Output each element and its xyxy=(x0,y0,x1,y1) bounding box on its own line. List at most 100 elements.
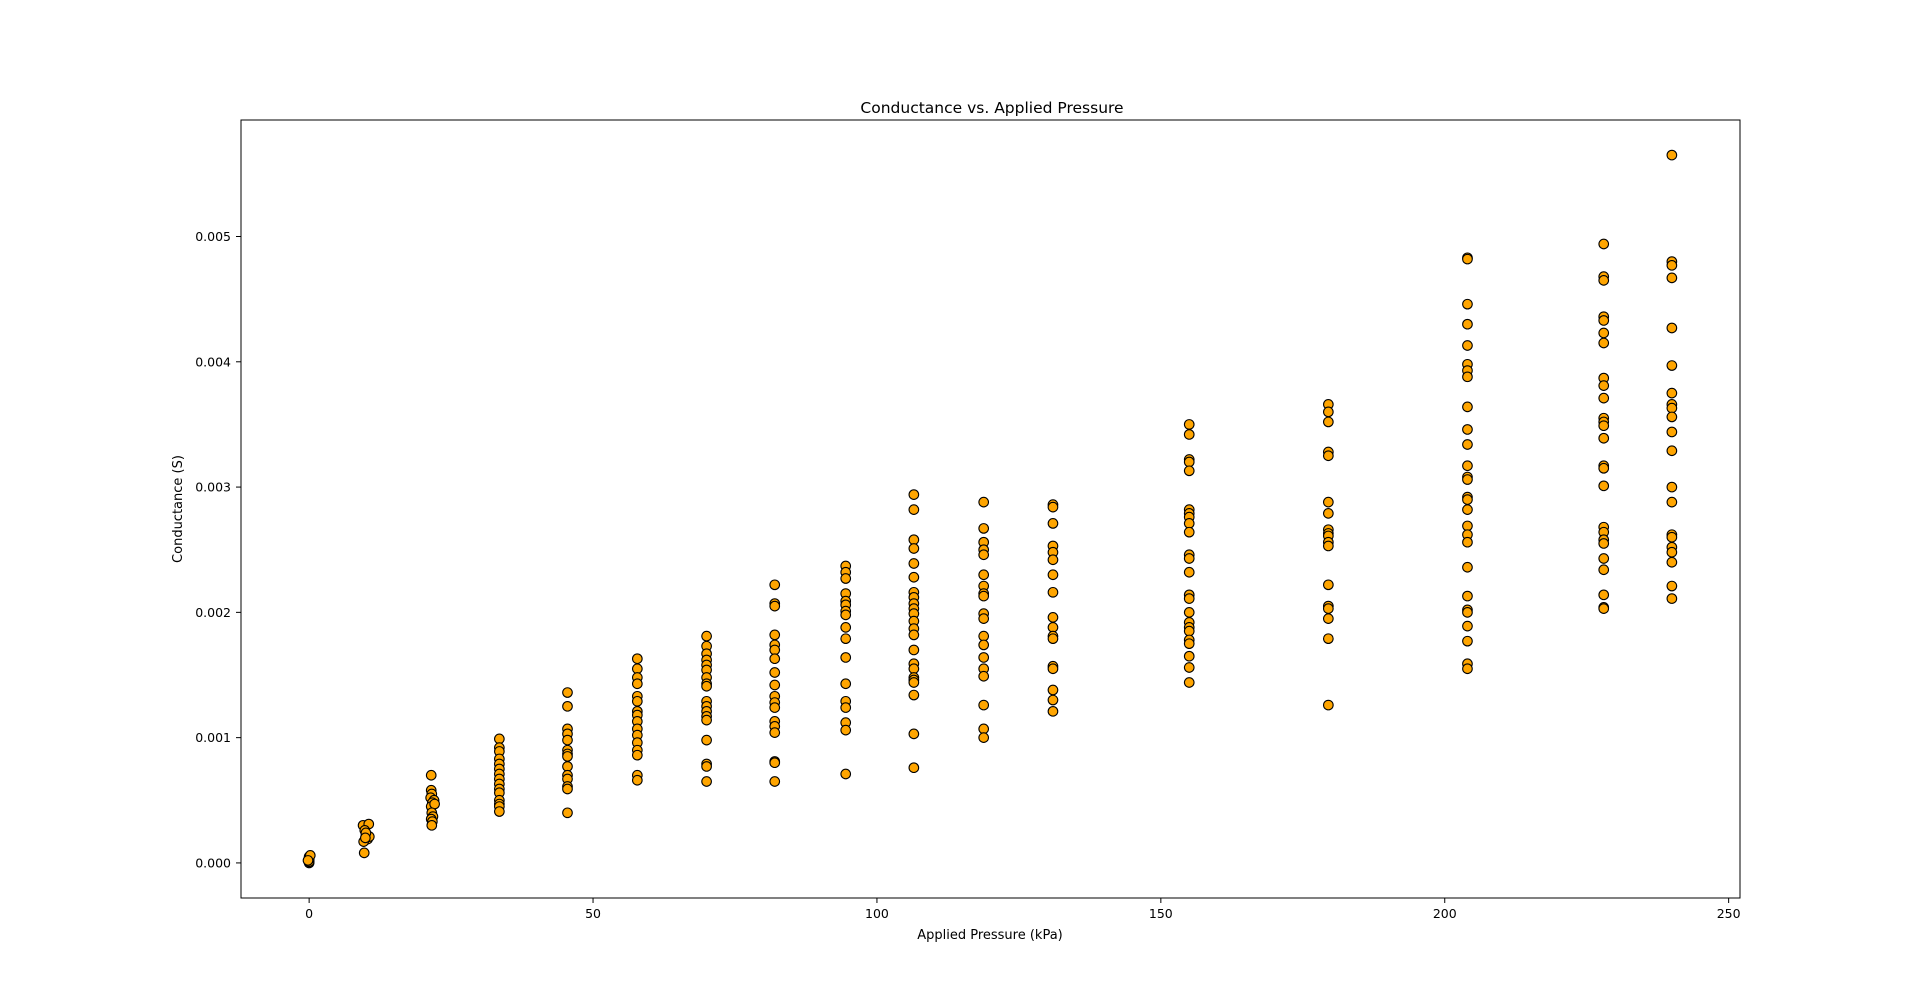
data-point xyxy=(1666,496,1678,508)
x-axis: 0 50 100 150 200 250 xyxy=(305,898,1741,921)
data-point xyxy=(1183,607,1195,618)
data-point xyxy=(908,571,920,583)
data-point xyxy=(1322,699,1334,711)
data-point xyxy=(1322,406,1334,418)
data-point xyxy=(1183,526,1195,538)
data-point xyxy=(631,653,643,665)
data-point xyxy=(1183,625,1195,637)
data-point xyxy=(1047,663,1059,675)
data-point xyxy=(631,695,643,707)
data-point xyxy=(908,629,920,641)
data-point xyxy=(1666,445,1678,457)
data-point xyxy=(908,504,920,515)
data-point xyxy=(769,727,781,738)
data-point xyxy=(1462,401,1473,413)
data-point xyxy=(908,762,920,774)
data-point xyxy=(1598,432,1610,444)
data-point xyxy=(1183,566,1195,578)
x-tick-label: 150 xyxy=(1149,906,1173,921)
data-point xyxy=(1666,531,1678,543)
y-axis-label: Conductance (S) xyxy=(171,455,186,563)
data-point xyxy=(1183,456,1195,468)
data-point xyxy=(840,652,852,663)
data-point xyxy=(908,558,920,569)
data-point xyxy=(1598,315,1610,326)
x-tick-label: 250 xyxy=(1717,906,1741,921)
data-point xyxy=(1666,272,1678,284)
data-point xyxy=(1462,424,1473,435)
axes-frame xyxy=(240,119,1741,899)
data-point xyxy=(908,663,920,675)
data-point xyxy=(908,644,920,656)
data-point xyxy=(1183,638,1195,650)
data-point xyxy=(1598,420,1610,432)
data-point xyxy=(908,489,920,500)
data-point xyxy=(1183,518,1195,529)
data-point xyxy=(425,769,437,781)
data-point xyxy=(1047,518,1059,529)
y-tick-label: 0.005 xyxy=(195,229,231,244)
data-point xyxy=(1183,553,1195,564)
data-points xyxy=(302,149,1678,869)
data-point xyxy=(1322,416,1334,428)
data-point xyxy=(1047,569,1059,581)
data-point xyxy=(1666,411,1678,423)
x-axis-label: Applied Pressure (kPa) xyxy=(917,928,1063,943)
data-point xyxy=(1322,540,1334,552)
data-point xyxy=(1598,538,1610,549)
data-point xyxy=(494,806,505,817)
data-point xyxy=(769,667,781,678)
data-point xyxy=(908,689,920,701)
y-tick-label: 0.003 xyxy=(195,480,231,495)
data-point xyxy=(840,724,852,736)
data-point xyxy=(1666,556,1678,568)
data-point xyxy=(1462,460,1473,472)
data-point xyxy=(1047,501,1059,513)
data-point xyxy=(769,600,781,612)
data-point xyxy=(978,732,990,743)
data-point xyxy=(1183,419,1195,430)
data-point xyxy=(978,523,990,534)
y-tick-label: 0.000 xyxy=(195,855,231,870)
data-point xyxy=(701,734,712,746)
data-point xyxy=(1666,149,1678,161)
data-point xyxy=(978,630,990,642)
data-point xyxy=(701,761,712,772)
data-point xyxy=(769,702,781,713)
data-point xyxy=(701,776,712,787)
data-point xyxy=(1047,694,1059,706)
data-point xyxy=(562,751,573,762)
data-point xyxy=(562,783,573,795)
data-point xyxy=(426,819,438,831)
data-point xyxy=(562,734,573,746)
data-point xyxy=(1666,593,1678,604)
data-point xyxy=(1047,586,1059,598)
data-point xyxy=(1183,429,1195,440)
data-point xyxy=(1462,318,1473,330)
data-point xyxy=(978,590,990,602)
data-point xyxy=(1598,337,1610,349)
data-point xyxy=(1462,298,1473,310)
data-point xyxy=(1462,474,1473,485)
data-point xyxy=(840,678,852,690)
data-point xyxy=(1666,387,1678,399)
data-point xyxy=(769,653,781,665)
data-point xyxy=(1598,380,1610,391)
data-point xyxy=(1462,253,1473,265)
data-point xyxy=(769,679,781,691)
data-point xyxy=(1666,546,1678,558)
data-point xyxy=(1462,635,1473,647)
data-point xyxy=(1462,536,1473,548)
data-point xyxy=(769,776,781,787)
data-point xyxy=(840,768,852,780)
data-point xyxy=(631,678,643,690)
data-point xyxy=(1598,553,1610,564)
data-point xyxy=(1047,684,1059,696)
data-point xyxy=(1666,580,1678,592)
data-point xyxy=(631,663,643,675)
data-point xyxy=(769,757,781,769)
data-point xyxy=(1462,520,1473,532)
data-point xyxy=(1462,439,1473,450)
data-point xyxy=(840,702,852,713)
